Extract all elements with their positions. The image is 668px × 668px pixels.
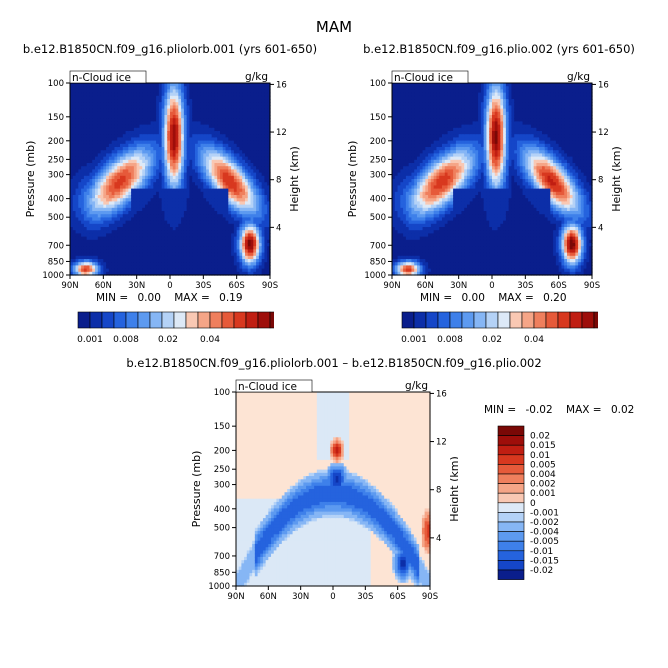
pressure-tick-label: 700 <box>48 241 64 251</box>
panel-1-max-label: MAX = <box>174 292 210 304</box>
panel-1-colorbar: 0.001 0.008 0.02 0.04 <box>74 310 274 346</box>
colorbar-swatch <box>162 312 174 328</box>
panel-1-min-value: 0.00 <box>138 292 161 304</box>
lat-tick-label: 0 <box>167 281 172 291</box>
pressure-tick-label: 400 <box>48 195 64 205</box>
field-label: n-Cloud ice <box>72 72 131 84</box>
colorbar-swatch <box>210 312 222 328</box>
panel-1-stats: MIN = 0.00 MAX = 0.19 <box>96 292 243 304</box>
colorbar-swatch <box>150 312 162 328</box>
colorbar-label: 0.001 <box>77 335 103 345</box>
lat-tick-label: 90S <box>262 281 278 291</box>
figure-title: MAM <box>0 18 668 36</box>
height-tick-label: 12 <box>276 128 287 138</box>
colorbar-swatch <box>258 312 270 328</box>
colorbar-swatch <box>234 312 246 328</box>
heatmap-cells <box>70 83 271 276</box>
colorbar-swatch <box>138 312 150 328</box>
height-tick-label: 16 <box>276 80 287 90</box>
colorbar-label: 0.008 <box>113 335 139 345</box>
colorbar-swatch <box>270 312 274 328</box>
pressure-tick-label: 100 <box>48 79 64 89</box>
colorbar-swatch <box>126 312 138 328</box>
colorbar-swatch <box>114 312 126 328</box>
panel-1-min-label: MIN = <box>96 292 128 304</box>
colorbar-swatch <box>90 312 102 328</box>
panel-1-chart: n-Cloud ice g/kg 100 150 200 250 300 400 500 700 8… <box>0 60 334 310</box>
heatmap-cells <box>392 83 593 276</box>
colorbar-swatch <box>222 312 234 328</box>
lat-tick-label: 60S <box>229 281 245 291</box>
pressure-tick-label: 850 <box>48 257 64 267</box>
colorbar-swatch <box>246 312 258 328</box>
height-tick-label: 4 <box>276 223 281 233</box>
y2-axis-title: Height (km) <box>288 146 301 212</box>
pressure-tick-label: 300 <box>48 171 64 181</box>
pressure-tick-label: 200 <box>48 137 64 147</box>
colorbar-swatch <box>102 312 114 328</box>
lat-tick-label: 30N <box>128 281 145 291</box>
panel-1-max-value: 0.19 <box>219 292 242 304</box>
panel-1-title: b.e12.B1850CN.f09_g16.pliolorb.001 (yrs … <box>0 42 340 56</box>
y-axis-title: Pressure (mb) <box>24 141 37 218</box>
panel-2-chart: n-Cloud ice g/kg1001502002503004005007008… <box>334 60 668 310</box>
colorbar-label: 0.02 <box>158 335 178 345</box>
colorbar-swatch <box>78 312 90 328</box>
units-label: g/kg <box>245 71 268 83</box>
pressure-tick-label: 1000 <box>42 271 64 281</box>
colorbar-swatch <box>186 312 198 328</box>
pressure-tick-label: 250 <box>48 155 64 165</box>
pressure-tick-label: 150 <box>48 113 64 123</box>
lat-tick-label: 90N <box>61 281 78 291</box>
colorbar-swatch <box>198 312 210 328</box>
colorbar-label: 0.04 <box>200 335 220 345</box>
panel-2-title: b.e12.B1850CN.f09_g16.plio.002 (yrs 601-… <box>330 42 668 56</box>
lat-tick-label: 60N <box>95 281 112 291</box>
lat-tick-label: 30S <box>195 281 211 291</box>
pressure-tick-label: 500 <box>48 213 64 223</box>
height-tick-label: 8 <box>276 176 281 186</box>
colorbar-swatch <box>174 312 186 328</box>
